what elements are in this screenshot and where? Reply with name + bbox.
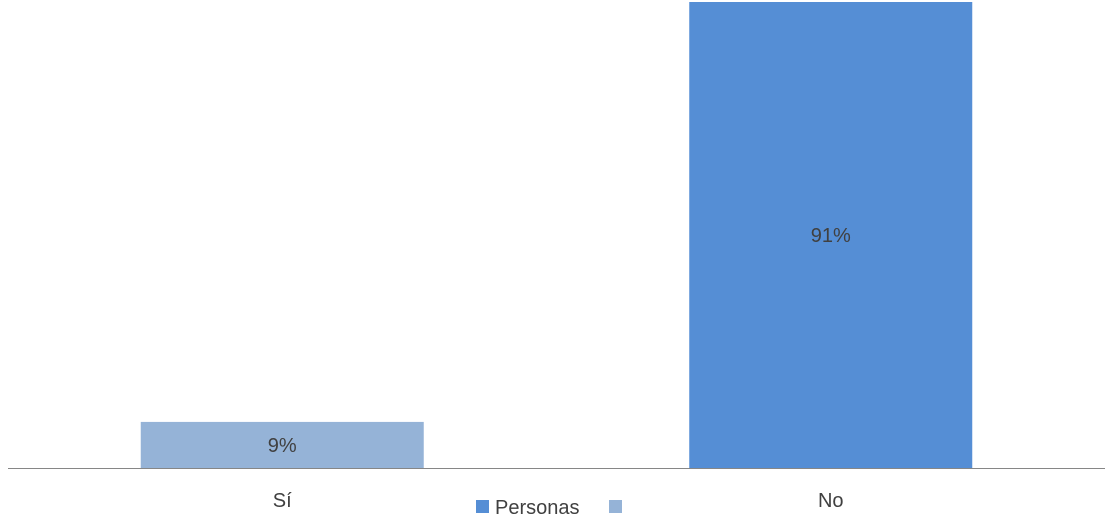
data-labels-group: 9% 91%: [268, 225, 851, 457]
legend-label-0: Personas: [495, 497, 580, 519]
legend-swatch-0: [476, 500, 489, 513]
bars-group: [140, 2, 973, 468]
x-tick-label-si: Sí: [273, 490, 292, 512]
x-tick-label-no: No: [818, 490, 844, 512]
data-label-si: 9%: [268, 435, 297, 457]
bar-si: [140, 421, 424, 468]
x-tick-labels-group: Sí No: [273, 490, 844, 512]
legend: Personas: [476, 497, 622, 519]
bar-no: [689, 2, 973, 468]
legend-swatch-1: [609, 500, 622, 513]
data-label-no: 91%: [811, 225, 851, 247]
